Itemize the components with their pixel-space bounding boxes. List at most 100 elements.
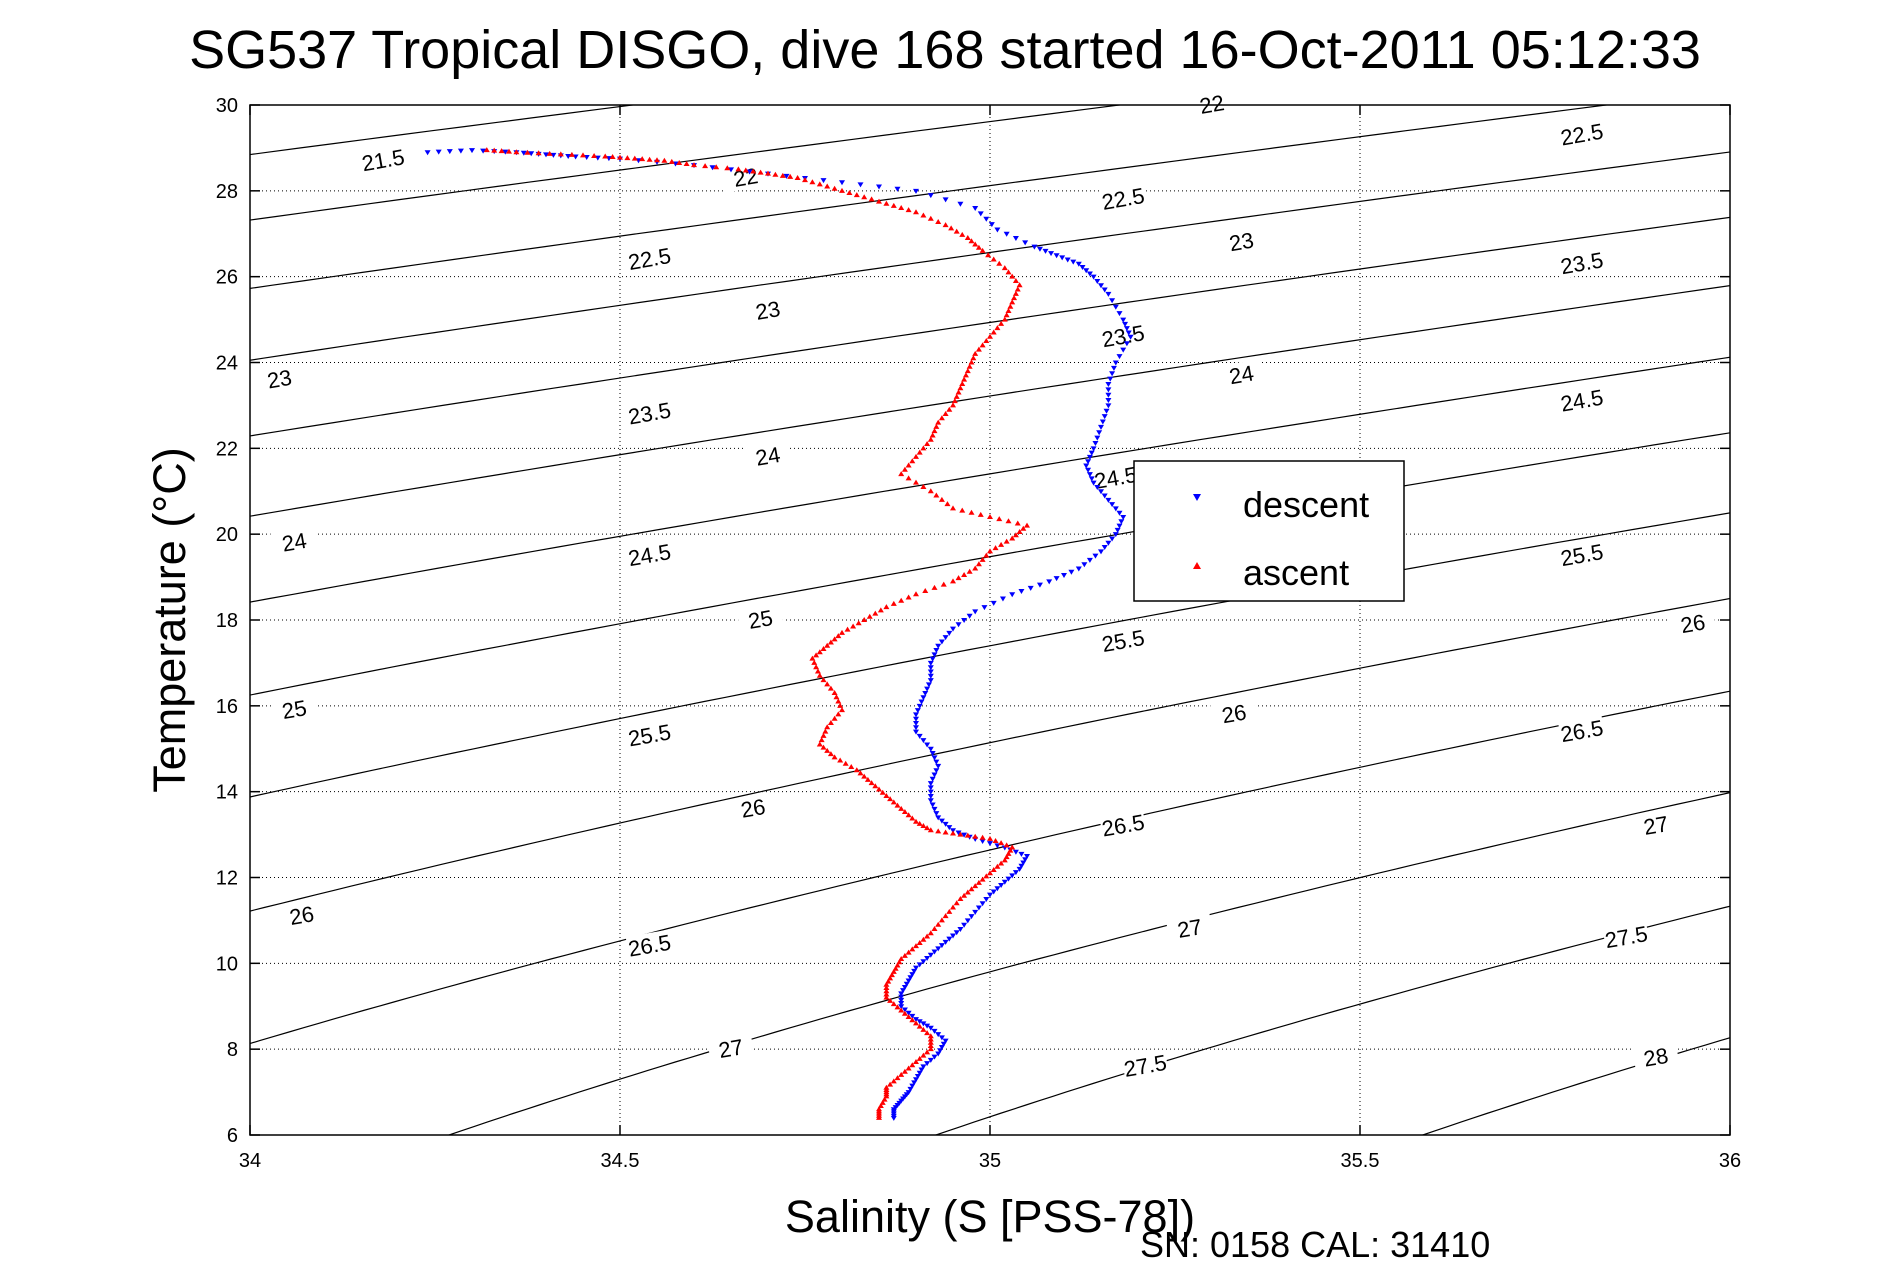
- ascent-point: [872, 610, 879, 616]
- ascent-point: [1012, 277, 1019, 283]
- ascent-point: [966, 568, 973, 574]
- descent-point: [918, 1067, 925, 1073]
- ascent-point: [794, 174, 801, 180]
- descent-point: [983, 216, 990, 222]
- density-contour-labels: 21.5222222.522.522.523232323.523.523.524…: [255, 88, 1717, 1082]
- ascent-point: [814, 668, 821, 674]
- svg-text:26: 26: [1679, 609, 1707, 638]
- descent-point: [502, 149, 509, 155]
- ascent-point: [913, 453, 919, 459]
- ascent-point: [1003, 842, 1010, 848]
- ascent-point: [998, 541, 1005, 547]
- descent-point: [933, 648, 940, 654]
- ascent-point: [905, 1013, 912, 1019]
- ascent-point: [668, 158, 675, 164]
- ascent-point: [894, 962, 901, 968]
- descent-point: [924, 955, 931, 961]
- ascent-point: [872, 783, 879, 789]
- ascent-point: [809, 655, 816, 661]
- descent-point: [938, 639, 945, 645]
- ascent-point: [927, 1033, 934, 1039]
- ascent-point: [931, 926, 938, 931]
- descent-point: [935, 946, 942, 952]
- ascent-point: [944, 501, 951, 507]
- descent-point: [977, 211, 984, 217]
- descent-point: [1018, 863, 1025, 869]
- ascent-point: [933, 492, 940, 498]
- descent-point: [935, 763, 942, 769]
- ascent-point: [624, 155, 631, 161]
- ascent-point: [833, 694, 840, 700]
- ascent-point: [883, 200, 890, 206]
- descent-point: [469, 148, 475, 154]
- descent-point: [946, 630, 953, 636]
- descent-point: [942, 1038, 949, 1044]
- descent-point: [913, 725, 919, 731]
- descent-point: [961, 618, 968, 623]
- density-contour-line: [250, 432, 1730, 696]
- ascent-point: [983, 552, 990, 558]
- svg-text:23: 23: [754, 296, 782, 325]
- ascent-point: [1009, 273, 1016, 279]
- ascent-point: [827, 639, 834, 645]
- ascent-point: [935, 218, 942, 224]
- descent-point: [990, 889, 997, 895]
- density-contour-line: [934, 905, 1730, 1135]
- descent-point: [929, 656, 936, 662]
- contour-label: 28: [1632, 1041, 1680, 1073]
- ascent-point: [896, 959, 903, 965]
- descent-point: [961, 922, 968, 928]
- ascent-point: [811, 659, 818, 665]
- ascent-point: [950, 402, 956, 408]
- ascent-point: [979, 342, 986, 348]
- descent-point: [929, 802, 936, 808]
- ascent-point: [920, 936, 927, 942]
- descent-point: [938, 1045, 945, 1051]
- ascent-point: [901, 466, 908, 472]
- x-tick-label: 35.5: [1341, 1150, 1380, 1172]
- ascent-point: [742, 167, 749, 173]
- descent-point: [988, 222, 995, 228]
- descent-point: [931, 949, 938, 955]
- descent-point: [1059, 255, 1066, 261]
- ascent-point: [927, 436, 934, 442]
- ascent-point: [909, 815, 916, 821]
- descent-point: [528, 151, 535, 157]
- descent-point: [927, 669, 934, 675]
- ascent-point: [953, 900, 960, 906]
- ascent-point: [1001, 316, 1008, 322]
- descent-point: [922, 690, 929, 696]
- ascent-point: [890, 1001, 897, 1007]
- y-tick-label: 10: [216, 953, 238, 975]
- svg-text:27: 27: [1642, 811, 1670, 840]
- y-tick-label: 24: [216, 353, 238, 375]
- ascent-point: [639, 156, 646, 162]
- density-contour-line: [250, 216, 1730, 437]
- descent-point: [446, 149, 453, 155]
- descent-point: [746, 169, 753, 175]
- ascent-point: [916, 939, 923, 945]
- ascent-point: [927, 1036, 934, 1042]
- descent-point: [942, 939, 949, 945]
- descent-point: [1081, 562, 1088, 568]
- descent-point: [890, 1115, 897, 1121]
- descent-point: [933, 811, 940, 817]
- ascent-point: [846, 189, 853, 195]
- ascent-point: [946, 406, 953, 412]
- descent-point: [1075, 566, 1082, 572]
- ascent-point: [876, 1114, 882, 1120]
- descent-point: [927, 1025, 934, 1031]
- y-tick-label: 22: [216, 438, 238, 460]
- descent-point: [911, 968, 918, 974]
- ascent-point: [702, 163, 709, 169]
- descent-point: [942, 821, 949, 827]
- descent-point: [457, 148, 464, 154]
- descent-point: [987, 841, 993, 847]
- descent-point: [1105, 497, 1112, 503]
- descent-point: [972, 909, 979, 915]
- ascent-point: [901, 1068, 908, 1074]
- descent-point: [983, 896, 990, 902]
- descent-point: [857, 182, 864, 188]
- descent-point: [913, 712, 919, 718]
- ascent-point: [816, 181, 823, 187]
